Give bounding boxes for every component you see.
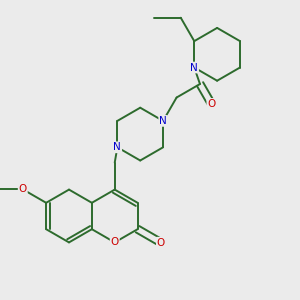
Text: N: N (190, 62, 198, 73)
Text: O: O (19, 184, 27, 194)
Text: N: N (159, 116, 167, 126)
Text: N: N (113, 142, 121, 152)
Text: O: O (157, 238, 165, 248)
Text: O: O (207, 99, 216, 109)
Text: O: O (111, 237, 119, 248)
